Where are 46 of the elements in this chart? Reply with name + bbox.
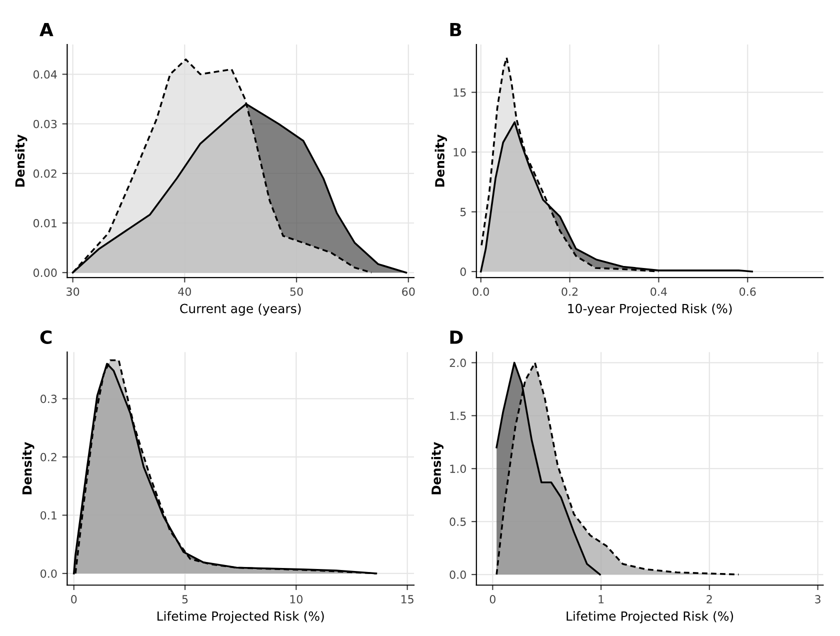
y-tick-label: 0.2 (40, 452, 56, 462)
x-tick-label: 30 (66, 287, 80, 296)
x-tick-label: 50 (290, 287, 303, 296)
x-tick-label: 0 (71, 595, 77, 604)
y-tick-label: 5 (460, 208, 466, 216)
y-axis-title: Density (431, 442, 444, 494)
x-axis-title: Current age (years) (180, 304, 301, 316)
y-tick-label: 0.5 (450, 518, 466, 526)
y-tick-label: 15 (454, 88, 466, 97)
x-tick-label: 0.2 (562, 287, 578, 296)
y-tick-label: 1.5 (450, 412, 466, 420)
y-tick-label: 0.0 (40, 569, 57, 578)
y-tick-label: 0.02 (33, 169, 56, 178)
x-axis-title: Lifetime Projected Risk (%) (158, 611, 324, 624)
x-tick-label: 5 (182, 595, 188, 604)
x-axis-title: 10-year Projected Risk (%) (568, 304, 732, 316)
x-tick-label: 60 (402, 287, 415, 296)
y-tick-label: 0.03 (33, 120, 57, 128)
x-tick-label: 2 (706, 595, 712, 604)
y-tick-label: 10 (454, 148, 466, 156)
chart-title: A (40, 23, 54, 36)
x-tick-label: 10 (290, 595, 302, 604)
y-tick-label: 0.0 (450, 570, 466, 579)
x-tick-label: 0 (490, 595, 496, 604)
y-tick-label: 2.0 (450, 358, 466, 368)
y-axis-title: Density (22, 442, 34, 494)
y-tick-label: 0.00 (33, 268, 57, 277)
y-tick-label: 1.0 (450, 464, 466, 473)
x-tick-label: 40 (178, 287, 191, 296)
x-tick-label: 15 (401, 595, 414, 604)
x-tick-label: 0.6 (740, 287, 756, 296)
x-axis-title: Lifetime Projected Risk (%) (566, 611, 734, 624)
x-tick-label: 1 (598, 595, 604, 604)
y-tick-label: 0.1 (40, 511, 56, 520)
y-tick-label: 0 (460, 268, 466, 276)
x-tick-label: 3 (815, 595, 820, 604)
y-axis-title: Density (14, 134, 28, 187)
x-tick-label: 0.0 (472, 287, 489, 296)
y-tick-label: 0.04 (33, 70, 57, 79)
x-tick-label: 0.4 (650, 287, 667, 296)
y-tick-label: 0.01 (33, 218, 56, 228)
y-tick-label: 0.3 (40, 394, 57, 404)
chart-title: D (450, 330, 463, 344)
y-axis-title: Density (434, 134, 447, 187)
chart-title: B (450, 23, 462, 36)
chart-title: C (40, 330, 52, 344)
